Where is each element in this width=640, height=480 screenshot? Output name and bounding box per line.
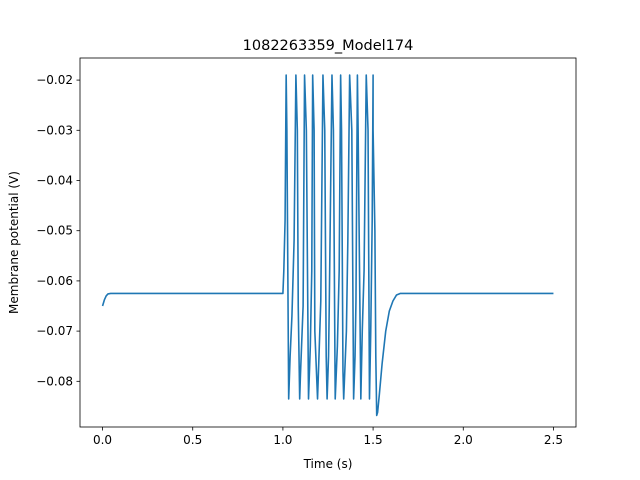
x-axis: 0.0 0.5 1.0 1.5 2.0 2.5 (93, 427, 563, 447)
y-tick-label: −0.04 (36, 173, 73, 187)
x-tick-label: 0.0 (93, 433, 112, 447)
plot-frame (79, 57, 577, 428)
y-tick-label: −0.08 (36, 374, 73, 388)
y-tick-label: −0.06 (36, 274, 73, 288)
x-tick-label: 1.5 (364, 433, 383, 447)
y-axis: −0.08 −0.07 −0.06 −0.05 −0.04 −0.03 −0.02 (36, 73, 80, 388)
y-tick-label: −0.05 (36, 224, 73, 238)
x-tick-label: 1.0 (273, 433, 292, 447)
y-axis-label: Membrane potential (V) (7, 171, 21, 314)
x-tick-label: 2.0 (454, 433, 473, 447)
x-axis-label: Time (s) (303, 457, 353, 471)
x-tick-label: 2.5 (544, 433, 563, 447)
y-tick-label: −0.02 (36, 73, 73, 87)
x-tick-label: 0.5 (183, 433, 202, 447)
series-line (101, 74, 554, 417)
chart-title: 1082263359_Model174 (243, 38, 414, 54)
y-tick-label: −0.07 (36, 324, 73, 338)
y-tick-label: −0.03 (36, 123, 73, 137)
